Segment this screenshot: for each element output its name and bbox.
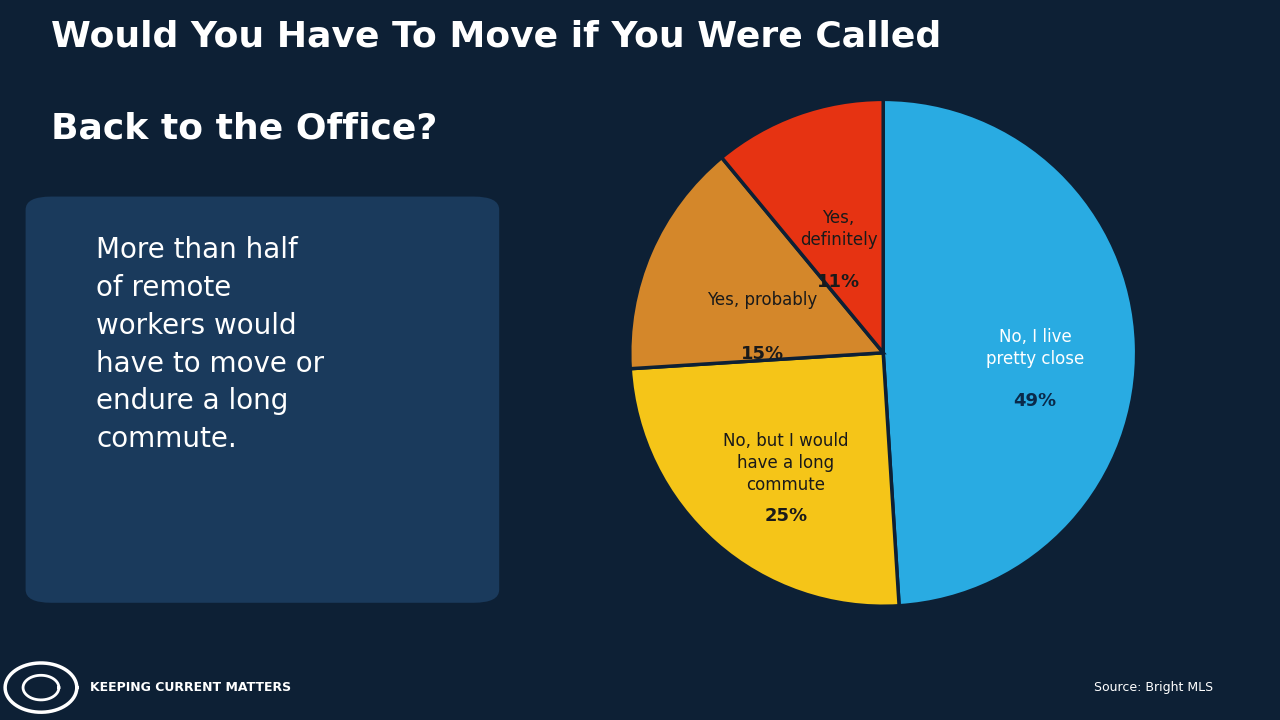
Text: No, I live
pretty close: No, I live pretty close xyxy=(986,328,1084,368)
Text: No, but I would
have a long
commute: No, but I would have a long commute xyxy=(723,432,849,494)
Text: Source: Bright MLS: Source: Bright MLS xyxy=(1094,681,1213,694)
Text: Yes,
definitely: Yes, definitely xyxy=(800,209,877,249)
Text: Back to the Office?: Back to the Office? xyxy=(51,112,438,145)
Text: Would You Have To Move if You Were Called: Would You Have To Move if You Were Calle… xyxy=(51,19,942,54)
Text: 11%: 11% xyxy=(817,273,860,291)
Text: 49%: 49% xyxy=(1014,392,1057,410)
Wedge shape xyxy=(630,353,899,606)
Text: KEEPING CURRENT MATTERS: KEEPING CURRENT MATTERS xyxy=(90,681,291,694)
Text: More than half
of remote
workers would
have to move or
endure a long
commute.: More than half of remote workers would h… xyxy=(96,236,324,454)
Wedge shape xyxy=(722,99,883,353)
Text: Yes, probably: Yes, probably xyxy=(707,292,818,310)
Text: 25%: 25% xyxy=(764,508,808,526)
Wedge shape xyxy=(883,99,1137,606)
FancyBboxPatch shape xyxy=(26,197,499,603)
Text: 15%: 15% xyxy=(741,345,783,363)
Wedge shape xyxy=(630,158,883,369)
